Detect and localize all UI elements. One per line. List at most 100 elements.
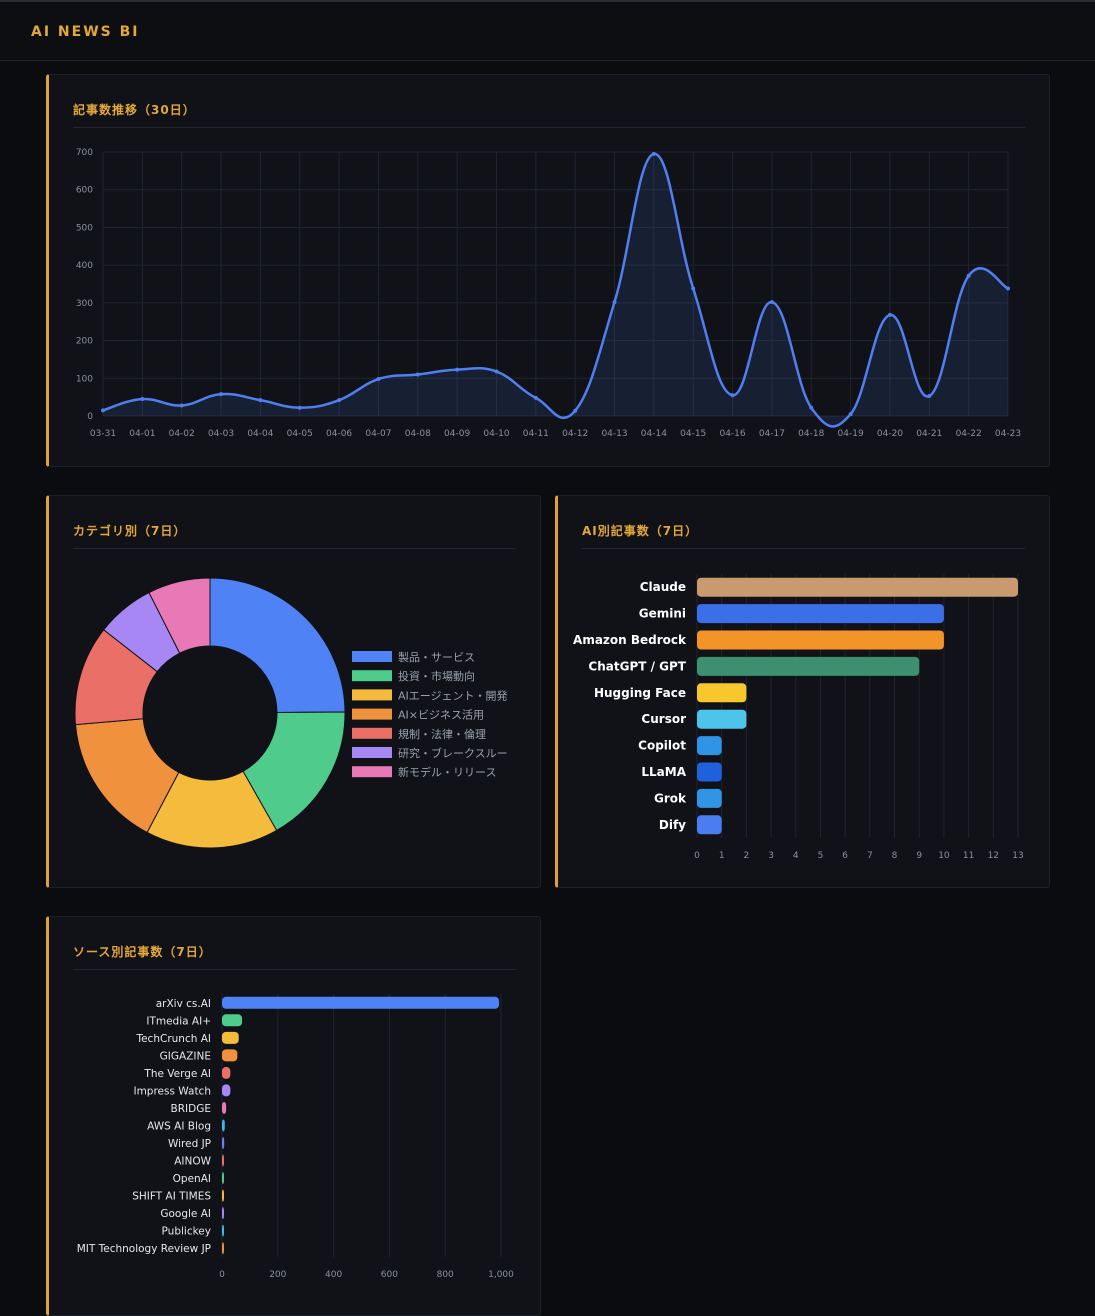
x-tick-label: 11 bbox=[963, 851, 974, 861]
category-label: Publickey bbox=[162, 1226, 211, 1238]
source-panel: ソース別記事数（7日） 0 200 400 600 800 1,000 arXiv cs.A… bbox=[46, 916, 541, 1316]
x-tick-label: 04-17 bbox=[759, 429, 785, 439]
pie-slice bbox=[148, 577, 211, 654]
y-tick-label: 500 bbox=[76, 223, 93, 233]
data-point bbox=[455, 367, 460, 372]
x-tick-label: 04-10 bbox=[483, 429, 509, 439]
x-tick-label: 1 bbox=[719, 851, 725, 861]
category-label: OpenAI bbox=[173, 1173, 211, 1185]
divider bbox=[582, 548, 1025, 549]
pie-slice bbox=[209, 577, 346, 713]
divider bbox=[73, 969, 516, 970]
bar bbox=[697, 577, 1018, 597]
category-label: Wired JP bbox=[168, 1138, 211, 1150]
legend-label: AIエージェント・開発 bbox=[398, 688, 508, 702]
x-tick-label: 3 bbox=[768, 851, 774, 861]
x-tick-label: 04-21 bbox=[916, 429, 942, 439]
bar bbox=[222, 1207, 224, 1220]
x-tick-label: 400 bbox=[325, 1270, 342, 1280]
x-tick-label: 04-14 bbox=[641, 429, 667, 439]
app-title: AI NEWS BI bbox=[31, 24, 140, 40]
x-tick-label: 2 bbox=[744, 851, 750, 861]
bar bbox=[697, 656, 920, 676]
x-tick-label: 10 bbox=[938, 851, 950, 861]
bar bbox=[222, 1101, 227, 1114]
data-point bbox=[101, 408, 105, 413]
bar bbox=[697, 762, 722, 782]
category-label: Hugging Face bbox=[594, 686, 686, 700]
x-tick-label: 6 bbox=[842, 851, 848, 861]
category-label: The Verge AI bbox=[143, 1068, 211, 1080]
legend-swatch bbox=[352, 651, 392, 662]
data-point bbox=[651, 151, 656, 156]
y-tick-label: 100 bbox=[76, 374, 93, 384]
bar bbox=[222, 1154, 224, 1167]
legend-swatch bbox=[352, 727, 392, 739]
x-tick-label: 600 bbox=[381, 1270, 398, 1280]
x-tick-label: 0 bbox=[694, 851, 700, 861]
bar bbox=[697, 736, 722, 756]
category-panel-title: カテゴリ別（7日） bbox=[73, 524, 187, 538]
legend-swatch bbox=[352, 670, 392, 682]
x-tick-label: 5 bbox=[818, 851, 824, 861]
x-tick-label: 04-20 bbox=[877, 429, 903, 439]
ai-panel: AI別記事数（7日） 0 1 2 3 4 5 6 7 8 9 10 11 12 13 Claude Gemin… bbox=[555, 495, 1050, 888]
legend-label: 製品・サービス bbox=[398, 650, 475, 664]
data-point bbox=[887, 312, 892, 317]
data-point bbox=[691, 286, 696, 291]
trend-panel-title: 記事数推移（30日） bbox=[73, 103, 196, 117]
y-tick-label: 700 bbox=[76, 148, 93, 158]
x-tick-label: 12 bbox=[988, 851, 999, 861]
y-tick-label: 400 bbox=[76, 261, 93, 271]
ai-panel-title: AI別記事数（7日） bbox=[582, 524, 699, 538]
category-label: Grok bbox=[654, 791, 687, 805]
category-label: MIT Technology Review JP bbox=[77, 1243, 211, 1255]
data-point bbox=[415, 372, 420, 377]
x-tick-label: 8 bbox=[892, 851, 898, 861]
category-label: Cursor bbox=[641, 712, 686, 726]
legend-label: 規制・法律・倫理 bbox=[398, 727, 486, 741]
x-tick-label: 03-31 bbox=[90, 429, 116, 439]
legend-swatch bbox=[352, 747, 392, 758]
bar bbox=[697, 683, 747, 703]
x-tick-label: 04-03 bbox=[208, 429, 234, 439]
x-tick-label: 04-07 bbox=[365, 429, 391, 439]
x-tick-label: 04-06 bbox=[326, 429, 352, 439]
x-tick-label: 04-09 bbox=[444, 429, 470, 439]
x-tick-label: 04-01 bbox=[129, 429, 155, 439]
x-tick-label: 13 bbox=[1012, 851, 1023, 861]
bar bbox=[222, 996, 500, 1009]
category-label: AWS AI Blog bbox=[147, 1121, 211, 1133]
divider bbox=[73, 127, 1025, 128]
x-tick-label: 04-02 bbox=[169, 429, 195, 439]
bar bbox=[222, 1066, 231, 1079]
bar bbox=[697, 604, 944, 624]
data-point bbox=[376, 377, 381, 382]
y-tick-label: 300 bbox=[76, 299, 93, 309]
category-label: TechCrunch AI bbox=[135, 1033, 211, 1045]
x-tick-label: 200 bbox=[269, 1270, 286, 1280]
trend-panel: 記事数推移（30日） 0 100 200 300 400 500 600 700 03-31 04… bbox=[46, 74, 1050, 467]
category-label: arXiv cs.AI bbox=[156, 998, 211, 1010]
data-point bbox=[573, 408, 578, 413]
top-bar: AI NEWS BI bbox=[0, 0, 1095, 61]
category-label: GIGAZINE bbox=[160, 1050, 211, 1062]
data-point bbox=[337, 398, 342, 403]
legend-swatch bbox=[352, 689, 392, 701]
bar bbox=[222, 1119, 225, 1132]
x-tick-label: 04-19 bbox=[838, 429, 864, 439]
trend-chart: 0 100 200 300 400 500 600 700 03-31 04-01 04-02 04-… bbox=[76, 148, 1021, 439]
x-tick-label: 04-15 bbox=[680, 429, 706, 439]
data-point bbox=[533, 395, 538, 400]
y-tick-label: 600 bbox=[76, 186, 93, 196]
category-label: Copilot bbox=[638, 739, 686, 753]
bar bbox=[222, 1014, 243, 1027]
x-tick-label: 800 bbox=[437, 1270, 454, 1280]
x-tick-label: 04-11 bbox=[523, 429, 549, 439]
y-tick-label: 0 bbox=[87, 412, 93, 422]
category-label: ChatGPT / GPT bbox=[588, 659, 686, 673]
legend-label: AI×ビジネス活用 bbox=[398, 709, 484, 722]
y-tick-label: 200 bbox=[76, 337, 93, 347]
